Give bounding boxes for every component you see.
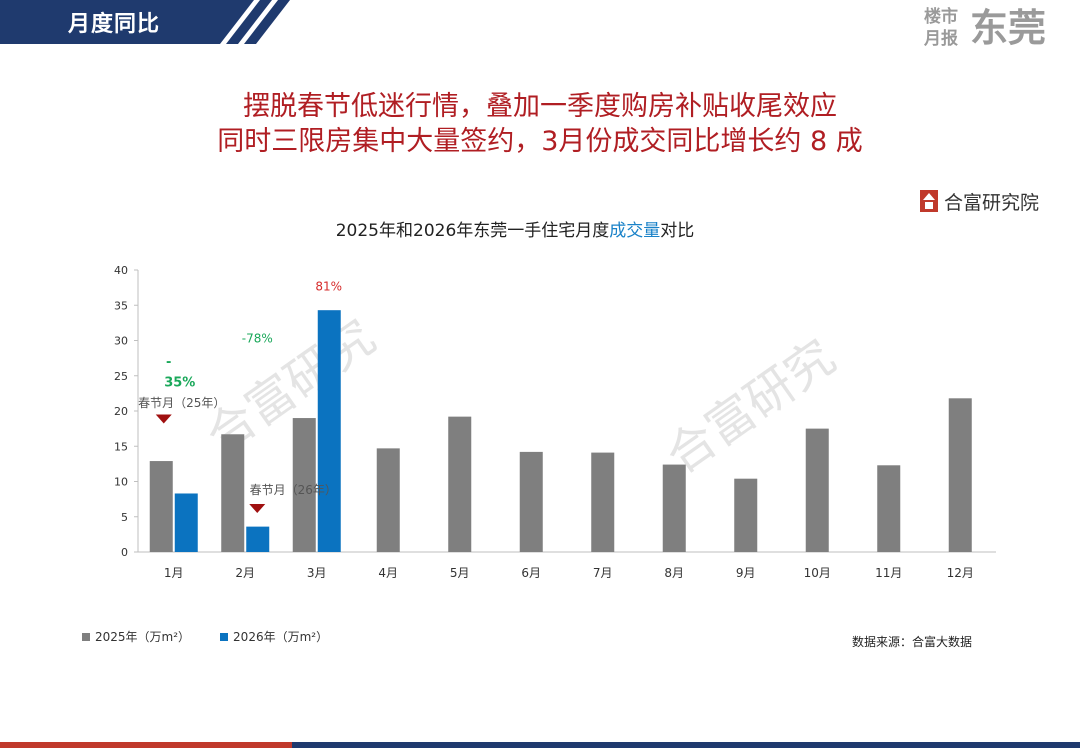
- yoy-label-mar: 81%: [315, 279, 342, 293]
- x-tick-label: 7月: [593, 566, 613, 580]
- bar-2025: [948, 398, 972, 552]
- chart-title: 2025年和2026年东莞一手住宅月度成交量对比: [0, 216, 1030, 241]
- chart-title-prefix: 2025年和2026年东莞一手住宅月度: [335, 221, 610, 241]
- brand-line2: 月报: [924, 29, 958, 49]
- y-tick-label: 20: [114, 405, 128, 418]
- brand-logo: 楼市 月报 东莞: [924, 6, 1058, 50]
- x-tick-label: 3月: [307, 566, 327, 580]
- bar-2025: [448, 416, 472, 552]
- bar-2025: [376, 448, 400, 552]
- x-tick-label: 5月: [450, 566, 470, 580]
- footer-bar-red: [0, 742, 292, 748]
- bar-2026: [246, 526, 270, 552]
- brand-city: 东莞: [970, 6, 1047, 50]
- brand-label: 楼市 月报: [924, 6, 968, 50]
- bar-2025: [662, 464, 686, 552]
- yoy-label-jan-sign: -: [166, 355, 171, 370]
- footer-bar-navy: [292, 742, 1080, 748]
- y-tick-label: 10: [114, 476, 128, 489]
- bar-2025: [519, 451, 543, 552]
- legend-swatch-2025: [82, 632, 90, 641]
- spring-festival-marker-2026: [249, 504, 266, 514]
- x-tick-label: 8月: [664, 566, 684, 580]
- headline-line1: 摆脱春节低迷行情，叠加一季度购房补贴收尾效应: [243, 91, 837, 122]
- chart-title-highlight: 成交量: [609, 221, 661, 241]
- bar-2025: [877, 465, 901, 552]
- header-band: [0, 0, 290, 44]
- data-source: 数据来源：合富大数据: [852, 635, 973, 649]
- legend-swatch-2026: [220, 632, 229, 641]
- spring-festival-marker-2025: [155, 414, 172, 424]
- legend-label-2026: 2026年（万m²）: [233, 630, 329, 644]
- bar-2025: [221, 434, 245, 552]
- hefu-logo-icon: [920, 190, 938, 212]
- bar-2025: [734, 478, 758, 552]
- legend-label-2025: 2025年（万m²）: [95, 630, 191, 644]
- bar-2025: [292, 418, 316, 552]
- bar-2025: [591, 452, 615, 552]
- x-tick-label: 12月: [947, 566, 974, 580]
- legend-item-2026: 2026年（万m²）: [220, 628, 328, 645]
- y-tick-label: 30: [114, 335, 128, 348]
- bar-2025: [805, 428, 829, 552]
- chart-legend: 2025年（万m²） 2026年（万m²）: [82, 628, 328, 645]
- bar-2025: [149, 461, 173, 552]
- hefu-logo: 合富研究院: [920, 188, 1039, 214]
- x-tick-label: 9月: [736, 566, 756, 580]
- y-tick-label: 25: [114, 370, 128, 383]
- hefu-logo-text: 合富研究院: [944, 191, 1040, 214]
- yoy-label-feb: -78%: [242, 332, 273, 346]
- y-tick-label: 40: [114, 264, 128, 277]
- x-tick-label: 11月: [875, 566, 902, 580]
- spring-festival-label-2025: 春节月（25年）: [138, 396, 225, 410]
- bar-2026: [317, 310, 341, 552]
- x-tick-label: 6月: [521, 566, 541, 580]
- x-tick-label: 1月: [164, 566, 184, 580]
- yoy-label-jan: 35%: [164, 375, 195, 390]
- y-tick-label: 5: [121, 511, 128, 524]
- spring-festival-label-2026: 春节月（26年）: [250, 483, 337, 497]
- y-tick-label: 0: [121, 546, 128, 559]
- x-tick-label: 2月: [235, 566, 255, 580]
- chart-title-suffix: 对比: [660, 221, 695, 241]
- legend-item-2025: 2025年（万m²）: [82, 628, 190, 645]
- page-title: 月度同比: [68, 12, 161, 37]
- x-tick-label: 4月: [378, 566, 398, 580]
- x-tick-label: 10月: [804, 566, 831, 580]
- headline-line2: 同时三限房集中大量签约，3月份成交同比增长约 8 成: [217, 126, 863, 157]
- brand-line1: 楼市: [924, 7, 958, 27]
- bar-2026: [174, 493, 198, 552]
- y-tick-label: 35: [114, 299, 128, 312]
- y-tick-label: 15: [114, 440, 128, 453]
